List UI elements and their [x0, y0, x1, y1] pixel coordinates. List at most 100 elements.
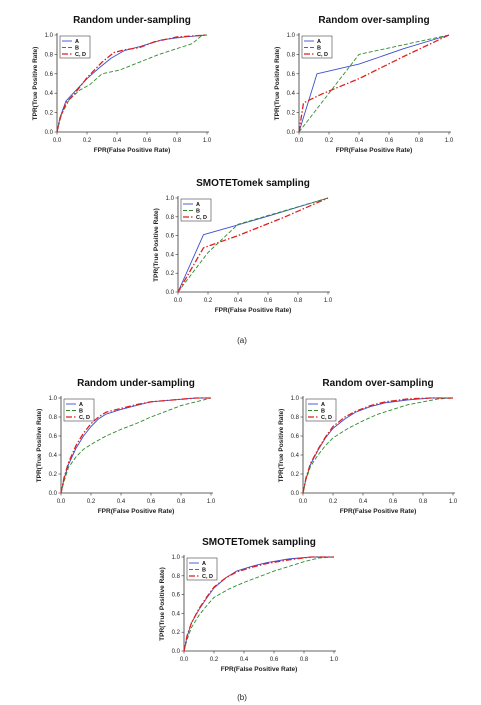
x-tick-label: 0.6 [143, 138, 152, 144]
roc-chart-4: Random under-sampling 0.0 0.2 0.4 0.6 0.8 1.0 0… [36, 378, 216, 515]
legend-label: A [321, 402, 325, 408]
legend-box [301, 35, 333, 59]
legend-label: C, D [75, 52, 86, 58]
x-tick-label: 0.0 [53, 138, 62, 144]
x-axis-label: FPR(False Positive Rate) [98, 508, 175, 515]
y-axis-label: TPR(True Positive Rate) [274, 47, 281, 121]
panel-label-a: (a) [237, 336, 247, 345]
chart-title: SMOTETomek sampling [196, 178, 310, 189]
x-tick-label: 1.0 [330, 657, 339, 663]
y-axis-label: TPR(True Positive Rate) [32, 47, 39, 121]
y-tick-label: 0.2 [291, 472, 300, 478]
y-tick-label: 0.8 [287, 52, 296, 58]
x-tick-label: 0.2 [210, 657, 219, 663]
y-tick-label: 0.2 [166, 271, 175, 277]
x-tick-label: 0.2 [329, 499, 338, 505]
legend-label: A [196, 202, 200, 208]
y-axis-label: TPR(True Positive Rate) [159, 567, 166, 641]
y-tick-label: 1.0 [166, 196, 175, 202]
y-tick-label: 0.6 [166, 234, 175, 240]
legend-label: B [317, 46, 321, 52]
roc-chart-2: Random over-sampling 0.0 0.2 0.4 0.6 0.8 1.0 0.… [274, 15, 454, 154]
series-line-2 [302, 397, 454, 494]
chart-title: SMOTETomek sampling [202, 537, 316, 548]
x-tick-label: 0.6 [264, 298, 273, 304]
series-line-3 [298, 34, 450, 133]
x-tick-label: 0.6 [389, 499, 398, 505]
x-tick-label: 0.4 [359, 499, 368, 505]
series-line-3 [56, 34, 208, 133]
y-tick-label: 1.0 [172, 555, 181, 561]
x-tick-label: 1.0 [207, 499, 216, 505]
y-tick-label: 0.4 [287, 91, 296, 97]
y-tick-label: 0.8 [49, 415, 58, 421]
roc-chart-1: Random under-sampling 0.0 0.2 0.4 0.6 0.8 1.0 0… [32, 15, 212, 154]
y-tick-label: 1.0 [45, 33, 54, 39]
legend-label: B [321, 409, 325, 415]
y-tick-label: 0.8 [166, 215, 175, 221]
y-tick-label: 0.0 [166, 290, 175, 296]
roc-chart-5: Random over-sampling 0.0 0.2 0.4 0.6 0.8 1.0 0.… [278, 378, 458, 515]
chart-title: Random over-sampling [322, 378, 433, 389]
y-tick-label: 0.4 [49, 453, 58, 459]
x-tick-label: 0.6 [385, 138, 394, 144]
chart-title: Random under-sampling [77, 378, 195, 389]
y-tick-label: 0.6 [291, 434, 300, 440]
x-tick-label: 0.8 [300, 657, 309, 663]
panel-label-b: (b) [237, 693, 247, 702]
legend: ABC, D [305, 398, 337, 422]
x-tick-label: 1.0 [203, 138, 212, 144]
x-tick-label: 0.2 [83, 138, 92, 144]
series-line-2 [56, 34, 207, 133]
y-tick-label: 0.6 [172, 593, 181, 599]
y-tick-label: 0.6 [49, 434, 58, 440]
y-tick-label: 0.2 [172, 630, 181, 636]
x-tick-label: 0.6 [147, 499, 156, 505]
x-tick-label: 0.8 [419, 499, 428, 505]
series-line-1 [302, 397, 453, 494]
x-axis-label: FPR(False Positive Rate) [336, 147, 413, 154]
legend-box [180, 198, 212, 222]
y-tick-label: 0.8 [291, 415, 300, 421]
x-tick-label: 0.4 [117, 499, 126, 505]
legend: ABC, D [63, 398, 95, 422]
x-tick-label: 0.2 [87, 499, 96, 505]
legend: ABC, D [59, 35, 91, 59]
y-axis-label: TPR(True Positive Rate) [36, 409, 43, 483]
y-tick-label: 1.0 [49, 396, 58, 402]
legend-label: C, D [317, 52, 328, 58]
legend-label: B [75, 46, 79, 52]
legend-box [63, 398, 95, 422]
y-tick-label: 0.0 [49, 491, 58, 497]
x-tick-label: 0.0 [295, 138, 304, 144]
legend-label: A [79, 402, 83, 408]
legend-box [186, 557, 218, 581]
x-tick-label: 0.4 [234, 298, 243, 304]
legend-box [59, 35, 91, 59]
series-line-2 [183, 556, 335, 652]
y-tick-label: 0.4 [172, 611, 181, 617]
x-tick-label: 0.4 [113, 138, 122, 144]
legend-label: C, D [196, 215, 207, 221]
x-tick-label: 0.4 [240, 657, 249, 663]
y-tick-label: 0.2 [45, 111, 54, 117]
y-tick-label: 0.8 [45, 52, 54, 58]
legend-label: C, D [202, 574, 213, 580]
legend-label: A [75, 39, 79, 45]
y-tick-label: 0.0 [287, 130, 296, 136]
legend: ABC, D [301, 35, 333, 59]
legend-label: A [202, 561, 206, 567]
x-tick-label: 0.8 [177, 499, 186, 505]
roc-chart-3: SMOTETomek sampling 0.0 0.2 0.4 0.6 0.8 1.0 0.0… [153, 178, 333, 314]
x-tick-label: 0.6 [270, 657, 279, 663]
y-tick-label: 0.0 [291, 491, 300, 497]
roc-chart-6: SMOTETomek sampling 0.0 0.2 0.4 0.6 0.8 1.0 0.0… [159, 537, 339, 673]
y-tick-label: 0.2 [287, 111, 296, 117]
legend-label: B [79, 409, 83, 415]
x-tick-label: 0.0 [299, 499, 308, 505]
series-line-3 [302, 397, 453, 494]
x-tick-label: 0.0 [180, 657, 189, 663]
legend-label: A [317, 39, 321, 45]
y-tick-label: 0.4 [45, 91, 54, 97]
y-tick-label: 1.0 [291, 396, 300, 402]
